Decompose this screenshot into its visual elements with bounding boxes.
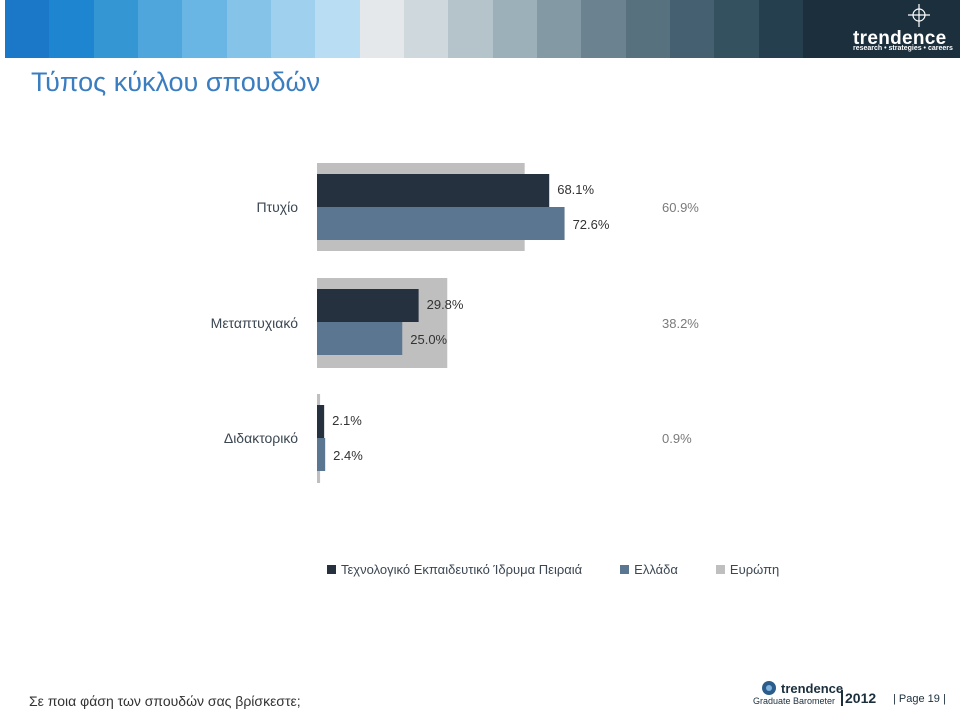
header-swatch [492,0,537,58]
header-swatch [5,0,50,58]
bar-greece [317,207,565,240]
header-swatch [270,0,316,58]
data-label-greece: 25.0% [410,332,447,347]
category-label: Διδακτορικό [224,430,298,446]
data-label-greece: 2.4% [333,448,363,463]
legend-label: Ευρώπη [729,562,780,577]
header-swatch [137,0,183,58]
legend-swatch [620,565,630,574]
chart-legend: Τεχνολογικό Εκπαιδευτικό Ίδρυμα Πειραιά Ε… [327,562,817,577]
header-swatch [581,0,626,58]
footer-logo-name: trendence [781,681,844,696]
data-label-institution: 29.8% [427,297,464,312]
header-color-strip [5,0,803,58]
header-swatch [93,0,138,58]
header-swatch [714,0,759,58]
header-swatch [669,0,715,58]
data-label-europe: 0.9% [662,431,692,446]
footer-logo-year: 2012 [841,690,876,706]
header-swatch [536,0,582,58]
data-label-institution: 68.1% [557,182,594,197]
footer-logo-subtitle: Graduate Barometer [753,696,836,706]
legend-label: Ελλάδα [634,562,678,577]
data-label-institution: 2.1% [332,413,362,428]
bar-institution [317,405,325,438]
bar-greece [317,438,326,471]
brand-tagline: research • strategies • careers [853,45,953,52]
category-label: Μεταπτυχιακό [211,315,299,331]
header-swatch [226,0,271,58]
bar-institution [317,289,419,322]
legend-label: Τεχνολογικό Εκπαιδευτικό Ίδρυμα Πειραιά [341,562,583,577]
header-swatch [182,0,227,58]
header-swatch [625,0,670,58]
header-swatch [403,0,449,58]
header-swatch [448,0,493,58]
data-label-greece: 72.6% [573,217,610,232]
footer-logo: trendence Graduate Barometer 2012 [753,676,878,711]
page-title: Τύπος κύκλου σπουδών [31,67,321,97]
bar-institution [317,174,550,207]
legend-swatch [327,565,336,574]
header-swatch [758,0,803,58]
category-label: Πτυχίο [256,199,298,215]
brand-name: trendence [853,28,947,49]
header-swatch [49,0,94,58]
trendence-logo: trendence research • strategies • career… [803,0,960,58]
globe-icon [762,681,776,695]
header-swatch [315,0,360,58]
data-label-europe: 60.9% [662,200,699,215]
survey-question: Σε ποια φάση των σπουδών σας βρίσκεστε; [29,693,301,709]
legend-item: Ελλάδα [620,562,678,577]
header-swatch [359,0,404,58]
bar-greece [317,322,403,355]
page-number: | Page 19 | [893,693,946,705]
legend-item: Τεχνολογικό Εκπαιδευτικό Ίδρυμα Πειραιά [327,562,582,577]
data-label-europe: 38.2% [662,316,699,331]
legend-item: Ευρώπη [715,562,780,577]
legend-swatch [715,565,725,574]
compass-icon [908,4,930,27]
